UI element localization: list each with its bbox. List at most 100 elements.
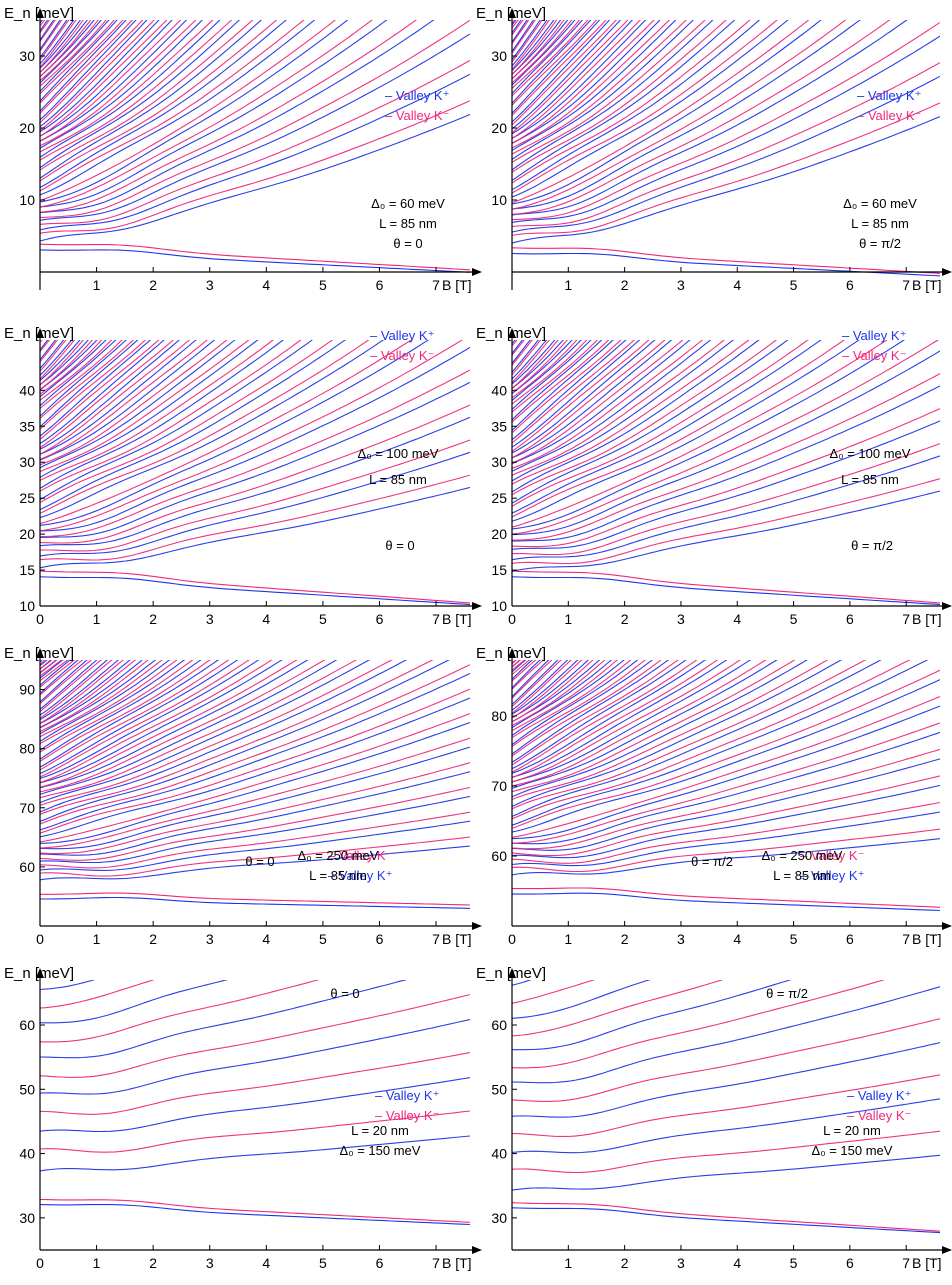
y-axis-label: E_n [meV] — [4, 965, 74, 982]
landau-level-kplus — [512, 660, 654, 755]
landau-level-kminus — [40, 20, 46, 27]
x-tick-label: 0 — [508, 931, 516, 947]
landau-level-kminus — [512, 340, 778, 496]
landau-level-kminus — [512, 312, 517, 319]
landau-level-kminus — [40, 20, 182, 142]
ground-level-kminus — [40, 243, 470, 271]
landau-level-kplus — [40, 660, 186, 751]
x-tick-label: 1 — [564, 611, 572, 627]
x-tick-label: 2 — [621, 931, 629, 947]
annotation: L = 85 nm — [369, 472, 427, 487]
annotation: L = 85 nm — [309, 868, 367, 883]
annotation: L = 85 nm — [841, 472, 899, 487]
landau-level-kminus — [40, 660, 273, 784]
landau-level-kminus — [512, 340, 550, 383]
landau-level-kminus — [40, 20, 124, 104]
landau-level-kplus — [512, 340, 627, 441]
x-tick-label: 5 — [790, 611, 798, 627]
landau-level-kminus — [40, 660, 298, 788]
y-tick-label: 15 — [491, 562, 507, 578]
legend-entry: – Valley K⁻ — [385, 108, 449, 123]
y-tick-label: 60 — [19, 859, 35, 875]
landau-level-kminus — [40, 340, 250, 473]
landau-level-kminus — [40, 688, 470, 834]
landau-level-kminus — [40, 660, 93, 705]
y-tick-label: 30 — [19, 454, 35, 470]
landau-level-kminus — [512, 340, 559, 389]
landau-level-kminus — [512, 660, 537, 682]
landau-level-kplus — [40, 795, 470, 864]
ground-level-kminus — [512, 887, 940, 908]
landau-level-kminus — [512, 660, 829, 800]
x-tick-label: 3 — [677, 277, 685, 293]
landau-level-kplus — [40, 340, 89, 386]
landau-level-kplus — [40, 20, 68, 58]
y-axis-arrow — [36, 328, 44, 338]
landau-level-kplus — [40, 660, 48, 667]
landau-level-kminus — [512, 801, 940, 864]
landau-level-kminus — [40, 660, 52, 670]
landau-level-kplus — [512, 0, 517, 3]
y-axis-label: E_n [meV] — [4, 325, 74, 342]
x-tick-label: 2 — [149, 277, 157, 293]
landau-level-kplus — [512, 660, 590, 719]
curves-group — [512, 980, 940, 1234]
landau-level-kplus — [512, 20, 647, 139]
landau-level-kminus — [512, 20, 524, 36]
x-tick-label: 7 — [432, 611, 440, 627]
x-tick-label: 4 — [733, 277, 741, 293]
x-tick-label: 6 — [376, 931, 384, 947]
landau-level-kminus — [40, 20, 305, 192]
landau-level-kplus — [512, 660, 559, 705]
landau-level-kplus — [512, 116, 940, 244]
x-tick-label: 2 — [149, 931, 157, 947]
landau-level-kplus — [40, 20, 102, 84]
landau-level-kminus — [40, 660, 178, 745]
landau-level-kminus — [40, 439, 470, 552]
landau-level-kminus — [512, 660, 619, 732]
landau-level-kminus — [40, 340, 208, 460]
x-tick-label: 6 — [846, 611, 854, 627]
x-axis-arrow — [942, 268, 952, 276]
x-tick-label: 6 — [376, 1255, 384, 1271]
landau-level-kplus — [40, 340, 65, 369]
landau-level-kminus — [40, 660, 113, 719]
landau-level-kminus — [512, 20, 778, 194]
legend-entry: – Valley K⁻ — [328, 848, 392, 863]
landau-level-kminus — [40, 100, 470, 234]
landau-level-kminus — [40, 340, 135, 419]
y-axis-label: E_n [meV] — [476, 5, 546, 22]
y-axis-label: E_n [meV] — [476, 645, 546, 662]
legend-entry: – Valley K⁻ — [857, 108, 921, 123]
landau-level-kminus — [40, 340, 123, 409]
annotation: θ = π/2 — [859, 236, 901, 251]
landau-level-kminus — [512, 21, 940, 221]
landau-level-kminus — [512, 980, 886, 1069]
axes-group: 1 2 3 4 5 6 7 10 20 30 E_n [meV] B [T] — [4, 5, 482, 293]
landau-level-kminus — [40, 340, 84, 386]
landau-level-kplus — [40, 20, 435, 214]
landau-level-kminus — [40, 340, 51, 352]
annotation: θ = 0 — [330, 986, 359, 1001]
ground-level-kplus — [40, 576, 470, 606]
landau-level-kplus — [512, 20, 592, 104]
landau-level-kminus — [512, 660, 662, 757]
panel-4: 0 1 2 3 4 5 6 7 10 15 20 25 30 35 40 E_n [meV] B [T] – Va… — [476, 312, 952, 627]
landau-level-kplus — [40, 660, 202, 760]
landau-level-kplus — [40, 315, 45, 321]
y-tick-label: 25 — [19, 490, 35, 506]
x-tick-label: 4 — [733, 611, 741, 627]
landau-level-kplus — [40, 660, 108, 716]
landau-level-kplus — [512, 660, 639, 746]
landau-level-kplus — [512, 660, 929, 826]
landau-level-kplus — [40, 660, 88, 703]
axes-group: 1 2 3 4 5 6 7 10 20 30 E_n [meV] B [T] — [476, 5, 952, 293]
x-axis-arrow — [472, 1246, 482, 1254]
y-tick-label: 20 — [491, 526, 507, 542]
landau-level-kplus — [40, 486, 470, 569]
landau-level-kplus — [512, 340, 539, 373]
landau-level-kplus — [40, 660, 283, 784]
landau-level-kminus — [40, 20, 134, 114]
